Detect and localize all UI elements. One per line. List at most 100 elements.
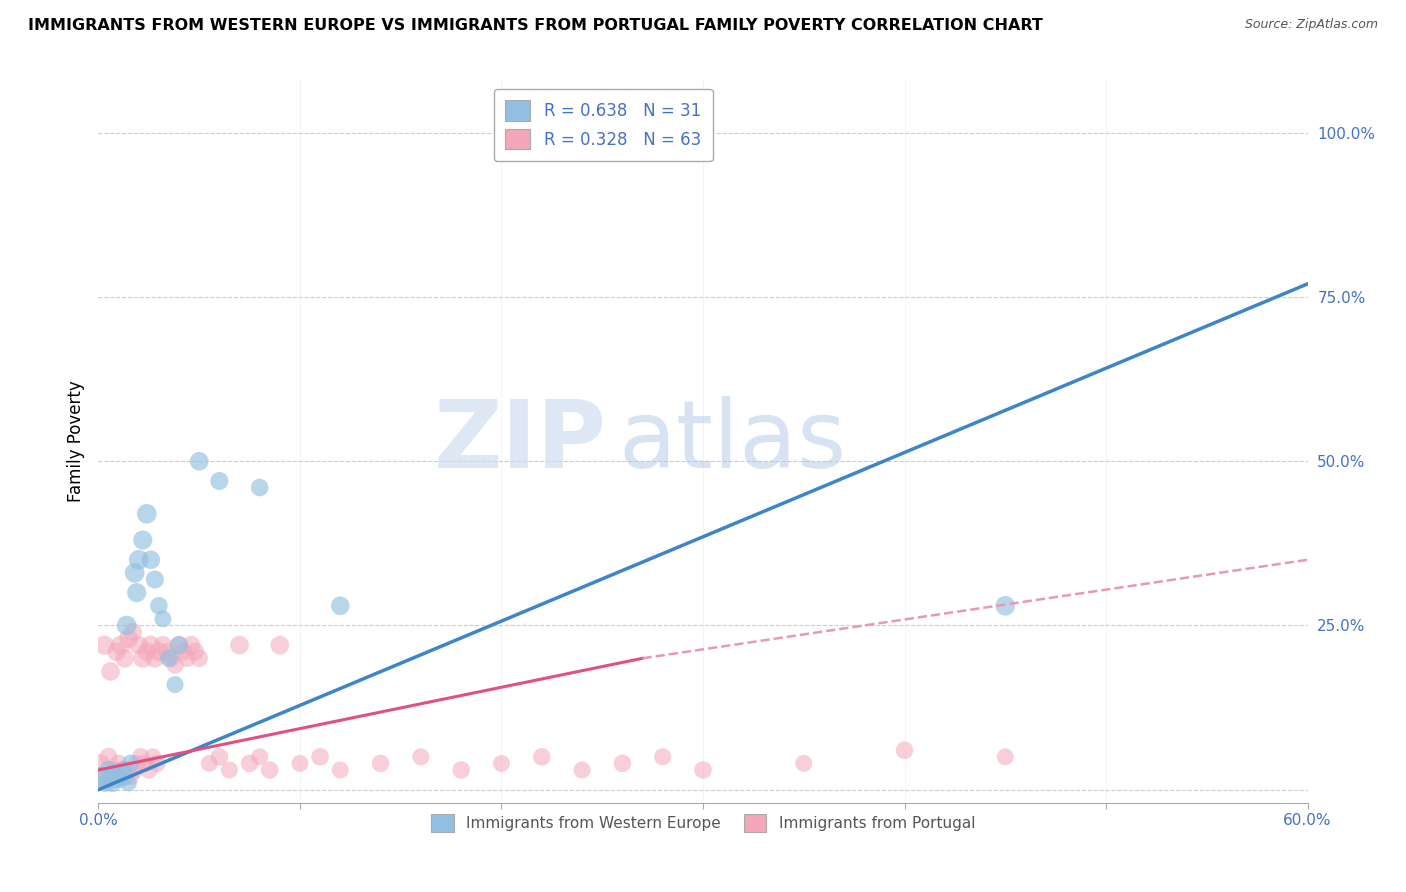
Point (96, 776, 118, 790)
Point (132, 651, 155, 665)
Point (93, 776, 115, 790)
Point (103, 763, 125, 777)
Point (491, 756, 513, 771)
Point (152, 638, 174, 652)
Point (163, 657, 186, 672)
Point (530, 749, 553, 764)
Point (143, 651, 166, 665)
Point (157, 651, 180, 665)
Point (176, 651, 198, 665)
Point (125, 585, 148, 599)
Point (93, 638, 115, 652)
Text: IMMIGRANTS FROM WESTERN EUROPE VS IMMIGRANTS FROM PORTUGAL FAMILY POVERTY CORREL: IMMIGRANTS FROM WESTERN EUROPE VS IMMIGR… (28, 18, 1043, 33)
Point (188, 454, 211, 468)
Text: Source: ZipAtlas.com: Source: ZipAtlas.com (1244, 18, 1378, 31)
Point (167, 638, 190, 652)
Point (118, 776, 141, 790)
Point (118, 632, 141, 646)
Point (138, 763, 160, 777)
Point (148, 599, 170, 613)
Point (97, 749, 120, 764)
Point (143, 573, 166, 587)
Point (135, 645, 157, 659)
Point (139, 638, 162, 652)
Legend: Immigrants from Western Europe, Immigrants from Portugal: Immigrants from Western Europe, Immigran… (425, 807, 981, 838)
Point (142, 749, 165, 764)
Point (89, 756, 111, 771)
Point (180, 638, 202, 652)
Point (793, 756, 815, 771)
Point (107, 756, 129, 771)
Point (329, 763, 352, 777)
Point (309, 749, 332, 764)
Point (148, 645, 170, 659)
Point (409, 749, 432, 764)
Point (249, 481, 271, 495)
Point (111, 770, 134, 784)
Point (172, 645, 194, 659)
Point (259, 763, 281, 777)
Point (105, 766, 128, 780)
Point (269, 638, 291, 652)
Point (91, 770, 114, 784)
Point (128, 638, 150, 652)
Point (97, 763, 120, 777)
Point (114, 770, 136, 784)
Point (239, 756, 262, 771)
Point (146, 756, 169, 771)
Point (107, 770, 129, 784)
Point (249, 749, 271, 764)
Point (124, 763, 146, 777)
Point (115, 763, 138, 777)
Point (994, 749, 1017, 764)
Point (121, 625, 143, 640)
Y-axis label: Family Poverty: Family Poverty (66, 381, 84, 502)
Point (571, 763, 593, 777)
Point (188, 651, 211, 665)
Point (134, 756, 156, 771)
Point (101, 770, 124, 784)
Point (111, 763, 134, 777)
Point (167, 638, 190, 652)
Text: atlas: atlas (619, 395, 846, 488)
Point (120, 770, 142, 784)
Point (160, 651, 183, 665)
Point (105, 645, 128, 659)
Point (120, 756, 142, 771)
Point (156, 645, 179, 659)
Point (125, 756, 148, 771)
Point (218, 763, 240, 777)
Text: ZIP: ZIP (433, 395, 606, 488)
Point (139, 553, 162, 567)
Point (329, 599, 352, 613)
Point (124, 566, 146, 580)
Point (100, 665, 122, 679)
Point (692, 763, 714, 777)
Point (110, 638, 132, 652)
Point (132, 533, 155, 547)
Point (135, 507, 157, 521)
Point (370, 756, 392, 771)
Point (114, 651, 136, 665)
Point (994, 599, 1017, 613)
Point (208, 749, 231, 764)
Point (101, 776, 124, 790)
Point (208, 474, 231, 488)
Point (288, 756, 311, 771)
Point (128, 553, 150, 567)
Point (100, 770, 122, 784)
Point (89, 770, 111, 784)
Point (893, 743, 915, 757)
Point (129, 749, 152, 764)
Point (198, 756, 221, 771)
Point (450, 763, 472, 777)
Point (115, 618, 138, 632)
Point (110, 772, 132, 787)
Point (228, 638, 250, 652)
Point (612, 756, 634, 771)
Point (184, 645, 207, 659)
Point (152, 612, 174, 626)
Point (163, 677, 186, 691)
Point (651, 749, 673, 764)
Point (103, 772, 125, 787)
